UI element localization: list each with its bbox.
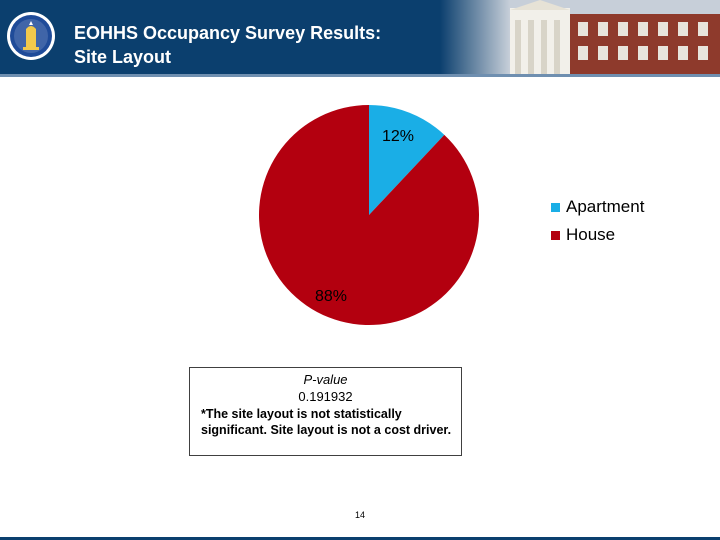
footer-divider: [0, 537, 720, 540]
chart-legend: Apartment House: [551, 193, 644, 249]
pie-slice-apartment: [369, 105, 445, 215]
slice-label-house: 88%: [315, 288, 348, 305]
slice-label-apartment: 12%: [382, 128, 415, 145]
page-title: EOHHS Occupancy Survey Results: Site Lay…: [74, 21, 474, 69]
legend-label-apartment: Apartment: [566, 197, 645, 216]
header-divider: [0, 74, 720, 77]
header-banner: EOHHS Occupancy Survey Results: Site Lay…: [0, 0, 720, 74]
pvalue-label: P-value: [303, 372, 348, 387]
significance-note: *The site layout is not statistically si…: [201, 407, 452, 437]
pie-slice-house: [258, 105, 480, 325]
pvalue-value: 0.191932: [298, 389, 353, 404]
pvalue-note-box: P-value 0.191932 *The site layout is not…: [189, 367, 462, 456]
legend-item-house: House: [551, 221, 644, 249]
massachusetts-seal-icon: [7, 12, 55, 60]
title-line-1: EOHHS Occupancy Survey Results:: [74, 23, 382, 43]
legend-label-house: House: [566, 225, 616, 244]
state-house-building-image: [440, 0, 720, 74]
title-line-2: Site Layout: [74, 47, 172, 67]
legend-swatch-house: [551, 230, 560, 240]
page-number: 14: [354, 510, 365, 520]
legend-item-apartment: Apartment: [551, 193, 644, 221]
legend-swatch-apartment: [551, 202, 560, 212]
